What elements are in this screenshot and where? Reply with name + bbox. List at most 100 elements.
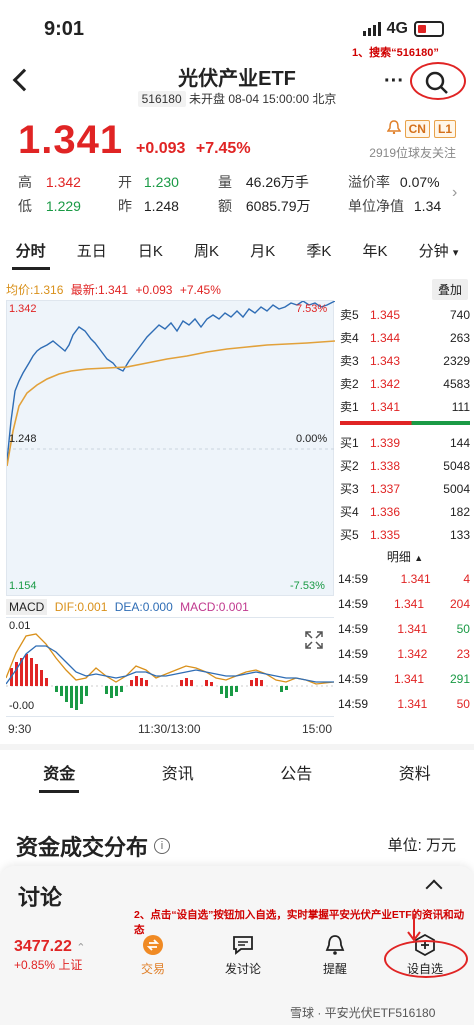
bell-icon[interactable] [386,120,402,138]
price-change: +0.093 +7.45% [136,140,251,158]
macd-histogram-negative [55,686,288,710]
nav-trade[interactable]: 交易 [118,934,188,977]
info-icon[interactable]: i [154,838,171,854]
stat-open: 开 1.230 [118,174,179,190]
status-time: 9:01 [44,18,85,40]
discussion-title[interactable]: 讨论 [18,885,63,910]
ask-row-5: 卖5 1.345 740 [340,307,470,323]
stock-code: 516180 [137,91,186,107]
more-icon[interactable]: ··· [384,70,404,92]
expand-chevron-icon[interactable]: › [452,184,458,201]
battery-icon [414,21,444,37]
chart-tabs: 分时 五日 日K 周K 月K 季K 年K 分钟 ▾ [0,236,474,270]
bid-row-3: 买3 1.337 5004 [340,481,470,497]
annotation-search: 1、搜索“516180” [352,47,439,59]
trade-row: 14:59 1.341 291 [338,671,470,686]
section-divider [0,744,474,750]
network-label: 4G [386,20,408,37]
trade-icon [142,934,164,956]
y-axis-mid: 1.248 [9,433,37,445]
tab-yearly-k[interactable]: 年K [362,243,388,260]
badge-l1: L1 [433,120,456,138]
pct-axis-bottom: -7.53% [290,580,325,592]
tab-minute[interactable]: 分钟 ▾ [418,243,459,260]
comment-icon [232,934,254,956]
section-tabs: 资金 资讯 公告 资料 [0,760,474,793]
bell-icon [324,934,346,956]
change-percent: +7.45% [195,140,251,157]
chart-info-line: 均价:1.316 最新:1.341 +0.093 +7.45% [6,283,221,297]
trade-row: 14:59 1.341 4 [338,571,470,586]
ask-row-4: 卖4 1.344 263 [340,330,470,346]
stat-prev-close: 昨 1.248 [118,198,179,214]
badges: CN L1 [386,120,456,138]
stat-high: 高 1.342 [18,174,81,190]
tab-weekly-k[interactable]: 周K [194,243,220,260]
nav-alert[interactable]: 提醒 [300,934,370,977]
y-axis-bottom: 1.154 [9,580,37,592]
stat-premium: 溢价率 0.07% [348,174,440,190]
trade-row: 14:59 1.341 204 [338,596,470,611]
fund-distribution-title: 资金成交分布 i [16,830,171,862]
market-status: 未开盘 08-04 15:00:00 北京 [188,92,337,106]
tab-announcements[interactable]: 公告 [280,766,313,783]
order-ratio-bar [340,421,470,425]
trade-row: 14:59 1.342 23 [338,646,470,661]
macd-y-bottom: -0.00 [9,700,35,712]
stat-nav: 单位净值 1.34 [348,198,442,214]
nav-post-discussion[interactable]: 发讨论 [208,934,278,977]
dif-line [5,633,335,685]
tab-daily-k[interactable]: 日K [137,243,163,260]
change-value: +0.093 [136,140,186,157]
ask-row-2: 卖2 1.342 4583 [340,376,470,392]
detail-toggle[interactable]: 明细 ▲ [386,550,424,564]
y-axis-top: 1.342 [9,303,37,315]
tab-news[interactable]: 资讯 [161,766,194,783]
stock-subtitle: 516180 未开盘 08-04 15:00:00 北京 [0,90,474,107]
avg-price-line [6,340,336,467]
tab-profile[interactable]: 资料 [398,766,431,783]
annotation-arrow [407,914,421,942]
macd-histogram [10,654,263,686]
badge-cn: CN [404,120,430,138]
page-title: 光伏产业ETF [178,68,296,90]
unit-label: 单位: 万元 [387,837,456,854]
bid-row-2: 买2 1.338 5048 [340,458,470,474]
current-price: 1.341 [18,118,124,162]
macd-header: MACD DIF:0.001 DEA:0.000 MACD:0.001 [6,599,249,615]
intraday-chart-svg [6,300,336,467]
stat-low: 低 1.229 [18,198,81,214]
tab-funds[interactable]: 资金 [39,760,80,793]
annotation-add-watchlist: 2、点击“设自选”按钮加入自选，实时掌握平安光伏产业ETF的资讯和动态 [134,909,465,936]
macd-y-top: 0.01 [9,620,31,632]
fullscreen-icon[interactable] [304,630,324,650]
bid-row-1: 买1 1.339 144 [340,435,470,451]
ask-row-1: 卖1 1.341 111 [340,399,470,415]
tab-intraday[interactable]: 分时 [11,236,50,270]
time-axis-end: 15:00 [302,722,333,736]
ask-row-3: 卖3 1.343 2329 [340,353,470,369]
tab-quarterly-k[interactable]: 季K [306,243,332,260]
signal-icon [362,22,381,36]
price-line [6,300,336,462]
tab-five-day[interactable]: 五日 [76,243,107,260]
intraday-chart[interactable] [6,300,336,596]
bid-row-5: 买5 1.335 133 [340,527,470,543]
stat-volume: 量 46.26万手 [218,174,309,190]
bid-row-4: 买4 1.336 182 [340,504,470,520]
followers-count: 2919位球友关注 [369,146,456,160]
pct-axis-top: 7.53% [296,303,328,315]
trade-row: 14:59 1.341 50 [338,696,470,711]
search-icon[interactable] [424,70,450,96]
pct-axis-mid: 0.00% [296,433,328,445]
time-axis-start: 9:30 [8,722,32,736]
overlay-button[interactable]: 叠加 [431,279,468,300]
annotation-circle-search [410,62,466,100]
time-axis-mid: 11:30/13:00 [138,722,201,736]
footer-watermark: 雪球 · 平安光伏ETF516180 [290,1006,436,1020]
index-ticker[interactable]: 3477.22 ⌃ +0.85% 上证 [14,938,86,972]
macd-chart[interactable] [5,617,335,717]
annotation-circle-watchlist [384,940,468,978]
tab-monthly-k[interactable]: 月K [250,243,276,260]
trade-row: 14:59 1.341 50 [338,621,470,636]
